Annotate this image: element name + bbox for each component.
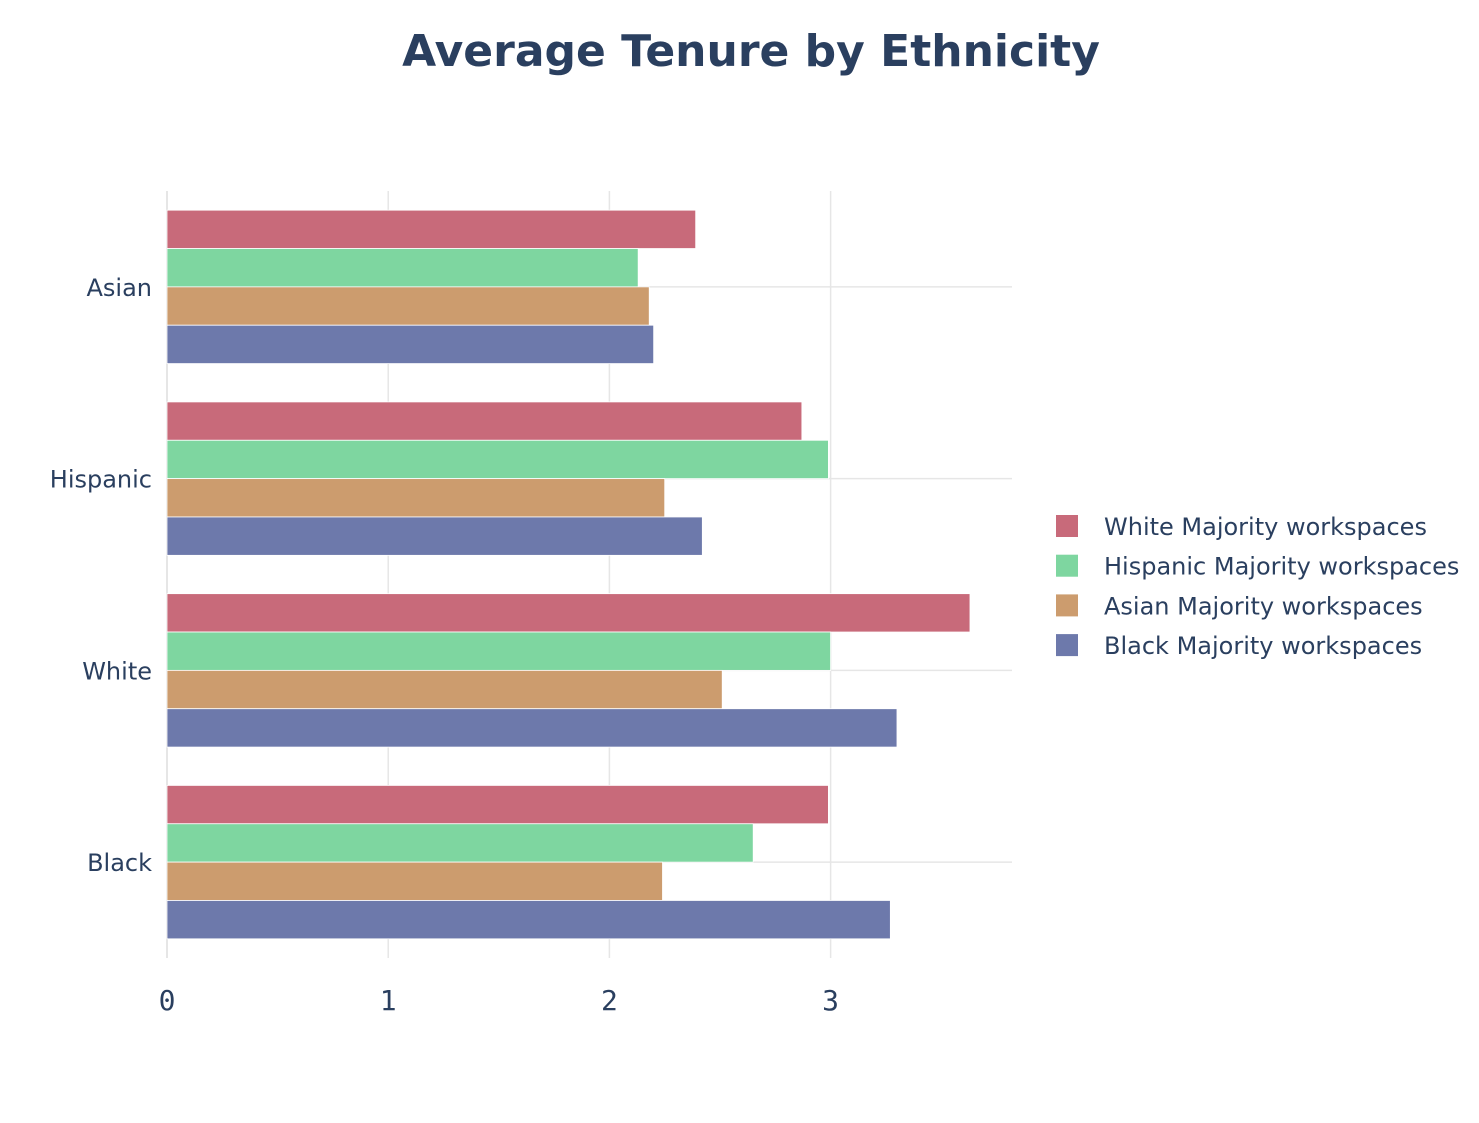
bars (166, 209, 971, 940)
bar-black-series-2[interactable] (166, 861, 663, 901)
legend: White Majority workspaces Hispanic Majori… (1056, 513, 1459, 660)
x-tick-label-2: 2 (601, 984, 618, 1017)
y-tick-label-black: Black (87, 849, 152, 877)
bar-asian-series-1[interactable] (166, 248, 639, 288)
bar-white-series-1[interactable] (166, 631, 832, 671)
legend-label-2[interactable]: Asian Majority workspaces (1104, 592, 1423, 620)
legend-label-1[interactable]: Hispanic Majority workspaces (1104, 553, 1459, 581)
axes: 0 1 2 3 Asian Hispanic White Black (50, 274, 839, 1017)
legend-swatch-0[interactable] (1056, 515, 1078, 537)
bar-black-series-1[interactable] (166, 823, 754, 863)
bar-asian-series-3[interactable] (166, 324, 655, 364)
bar-black-series-3[interactable] (166, 900, 891, 940)
bar-white-series-2[interactable] (166, 669, 723, 710)
legend-swatch-3[interactable] (1056, 634, 1078, 657)
bar-hispanic-series-1[interactable] (166, 439, 829, 480)
bar-hispanic-series-3[interactable] (166, 516, 703, 556)
legend-label-0[interactable]: White Majority workspaces (1104, 513, 1427, 541)
legend-swatch-1[interactable] (1056, 554, 1078, 577)
legend-swatch-2[interactable] (1056, 594, 1078, 617)
bar-hispanic-series-2[interactable] (166, 478, 666, 518)
y-tick-label-hispanic: Hispanic (50, 466, 152, 494)
bar-asian-series-2[interactable] (166, 286, 650, 326)
bar-white-series-3[interactable] (166, 708, 898, 748)
bar-hispanic-series-0[interactable] (166, 401, 803, 441)
chart-title: Average Tenure by Ethnicity (402, 26, 1100, 77)
y-tick-label-white: White (82, 657, 152, 685)
x-tick-label-1: 1 (380, 984, 397, 1017)
bar-asian-series-0[interactable] (166, 209, 697, 249)
x-tick-label-3: 3 (822, 984, 839, 1017)
bar-white-series-0[interactable] (166, 593, 971, 633)
x-tick-label-0: 0 (159, 984, 176, 1017)
y-tick-label-asian: Asian (86, 274, 152, 302)
legend-label-3[interactable]: Black Majority workspaces (1104, 632, 1422, 660)
bar-black-series-0[interactable] (166, 785, 829, 825)
